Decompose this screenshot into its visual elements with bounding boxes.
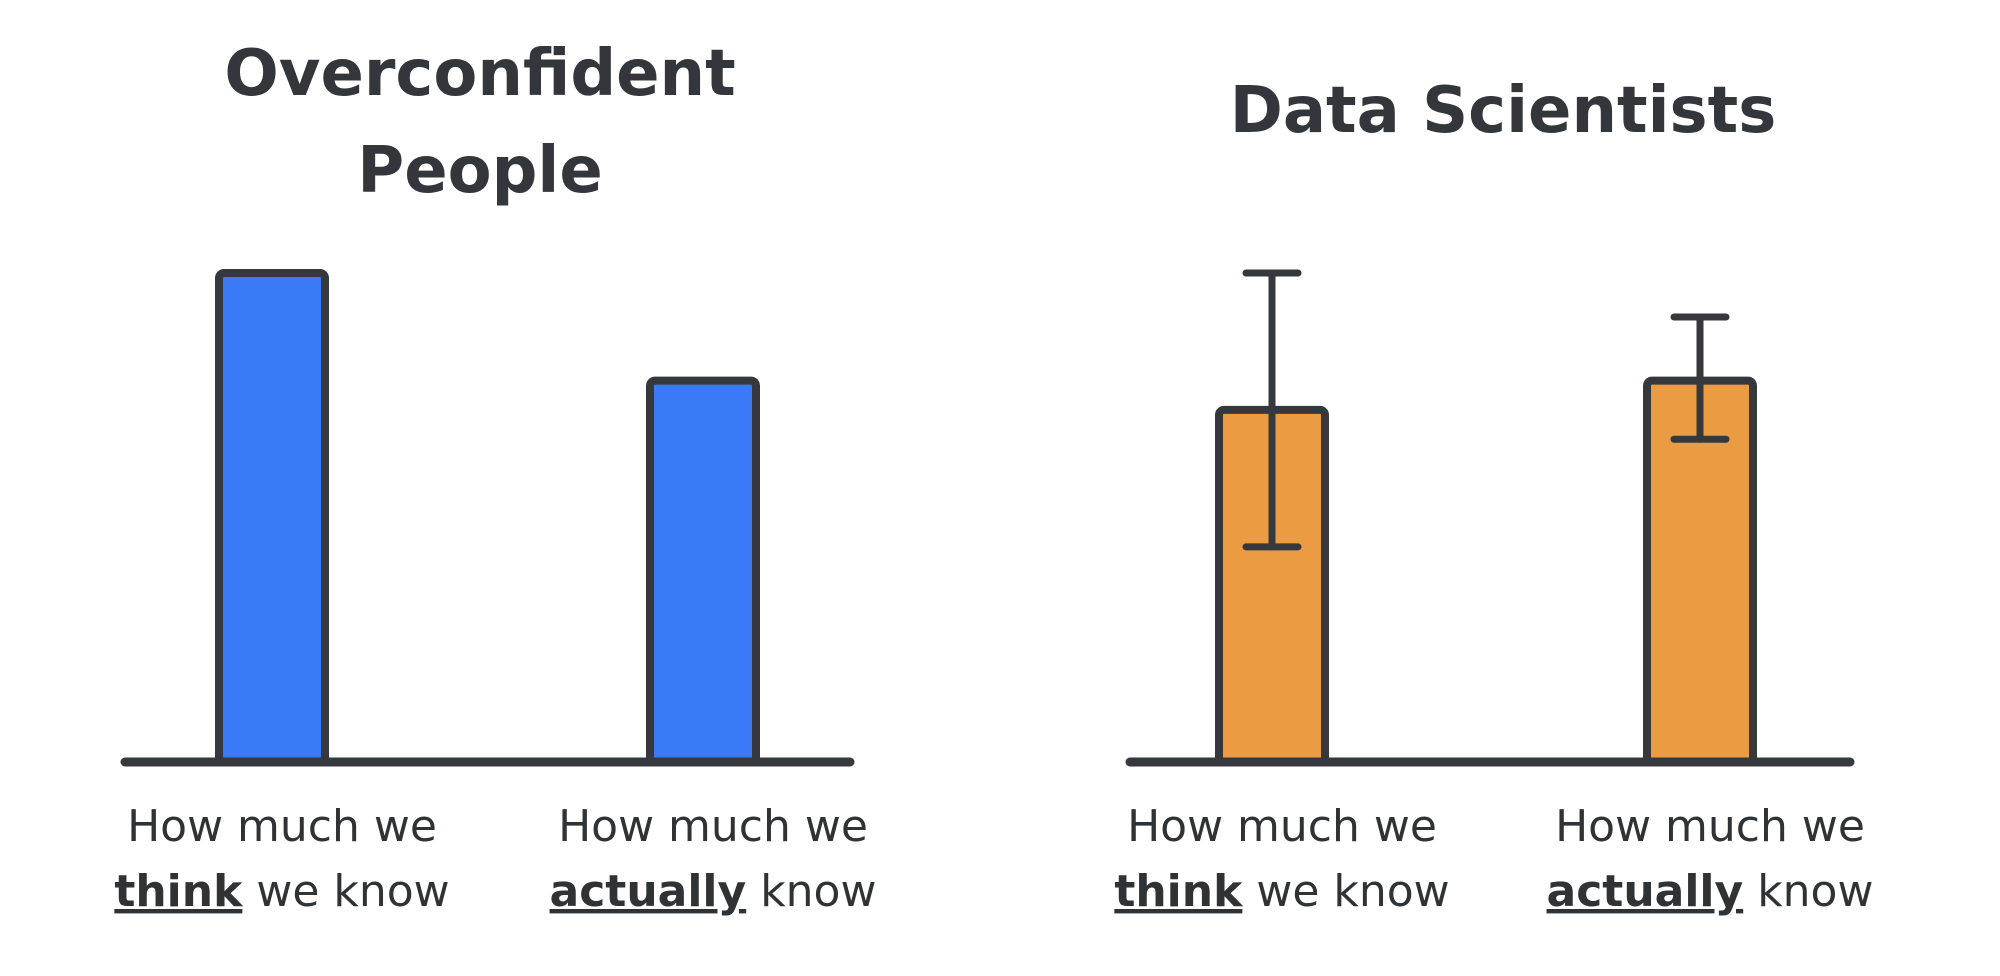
category-label-rest: know [746, 866, 876, 917]
category-label-line1: How much we [1127, 801, 1437, 852]
category-label-emphasis: actually [1547, 866, 1744, 917]
data-scientists-chart: Data Scientists How much we think we know H… [1114, 74, 1873, 917]
category-label-line2: think we know [114, 866, 449, 917]
category-label-emphasis: actually [550, 866, 747, 917]
chart-title-line: Data Scientists [1230, 74, 1777, 148]
category-label-line1: How much we [558, 801, 868, 852]
category-label-line1: How much we [127, 801, 437, 852]
chart-title-line: People [357, 134, 602, 208]
category-label-emphasis: think [1114, 866, 1244, 917]
category-label-line2: actually know [1547, 866, 1874, 917]
category-label-rest: we know [242, 866, 449, 917]
category-label-rest: we know [1242, 866, 1449, 917]
chart-title-line: Overconfident [224, 37, 735, 111]
bar [215, 269, 329, 766]
category-label-line2: think we know [1114, 866, 1449, 917]
category-label-emphasis: think [114, 866, 244, 917]
category-label-line2: actually know [550, 866, 877, 917]
category-label-line1: How much we [1555, 801, 1865, 852]
category-label-rest: know [1743, 866, 1873, 917]
overconfident-chart: Overconfident People How much we think we k… [114, 37, 876, 917]
bar [646, 376, 760, 766]
